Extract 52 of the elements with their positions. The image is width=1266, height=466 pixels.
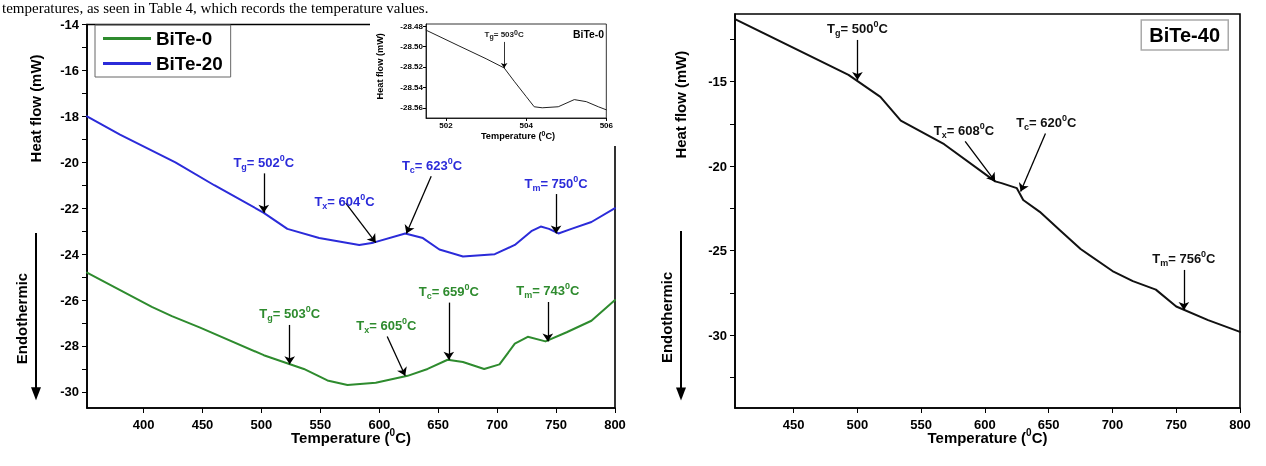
line-series (86, 271, 616, 387)
y-tick-label: -18 (60, 108, 79, 124)
y-tick-label: -28.54 (400, 82, 424, 92)
y-tick-label: -28.48 (400, 21, 424, 31)
x-tick-label: 650 (1037, 417, 1060, 432)
x-tick-label: 550 (910, 417, 933, 432)
y-tick-label: -25 (708, 243, 727, 259)
x-tick-label: 504 (519, 120, 534, 130)
x-tick-label: 700 (1101, 417, 1124, 432)
x-tick-label: 600 (974, 417, 996, 432)
y-tick-label: -14 (60, 17, 80, 32)
chart-title: BiTe-0 (573, 28, 605, 40)
text: Endothermic (657, 271, 675, 364)
y-tick-label: -22 (60, 200, 79, 216)
x-tick-label: 400 (132, 417, 155, 432)
x-tick-label: 500 (846, 417, 869, 432)
x-tick-label: 750 (545, 417, 567, 432)
y-axis-title: Heat flow (mW) (26, 54, 44, 163)
x-tick-label: 450 (782, 417, 805, 432)
y-tick-label: -24 (60, 246, 80, 262)
y-tick-label: -28.56 (400, 103, 424, 113)
text: Endothermic (12, 272, 30, 365)
legend-label: BiTe-0 (156, 28, 213, 49)
y-tick-label: -28.50 (400, 41, 424, 51)
y-tick-label: -16 (60, 62, 79, 78)
legend-label: BiTe-20 (156, 53, 223, 74)
line-series (734, 18, 1241, 333)
x-tick-label: 502 (439, 120, 454, 130)
y-axis-title: Heat flow (mW) (671, 50, 689, 159)
y-tick-label: -28.52 (400, 62, 424, 72)
line-series (425, 29, 607, 111)
y-tick-label: -30 (708, 327, 727, 343)
y-tick-label: -20 (60, 154, 79, 170)
y-tick-label: -20 (708, 158, 727, 174)
text: temperatures, as seen in Table 4, which records the temperature values. (2, 0, 430, 16)
x-tick-label: 600 (368, 417, 391, 432)
x-tick-label: 650 (427, 417, 450, 432)
x-tick-label: 506 (599, 120, 614, 130)
y-tick-label: -28 (60, 338, 79, 354)
y-axis-title: Heat flow (mW) (375, 33, 385, 100)
x-tick-label: 800 (1229, 417, 1251, 432)
x-tick-label: 750 (1165, 417, 1188, 432)
y-tick-label: -26 (60, 292, 79, 308)
x-tick-label: 450 (191, 417, 214, 432)
x-tick-label: 800 (604, 417, 626, 432)
y-tick-label: -30 (60, 384, 79, 400)
line-series (86, 115, 616, 258)
x-tick-label: 700 (486, 417, 508, 432)
text: BiTe-40 (1149, 24, 1220, 46)
y-tick-label: -15 (708, 74, 727, 90)
x-tick-label: 500 (250, 417, 273, 432)
x-tick-label: 550 (309, 417, 332, 432)
